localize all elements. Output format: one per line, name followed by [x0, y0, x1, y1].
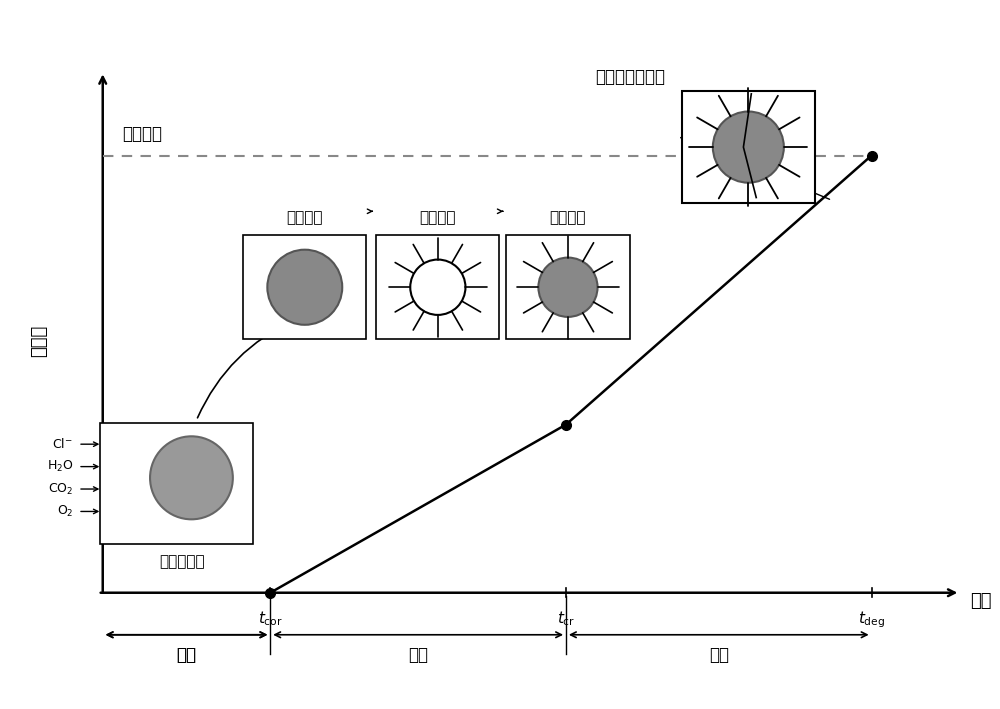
Bar — [506, 235, 630, 339]
Bar — [243, 235, 366, 339]
Text: $t_{\mathrm{deg}}$: $t_{\mathrm{deg}}$ — [858, 610, 885, 630]
Text: O$_2$: O$_2$ — [57, 504, 73, 519]
Text: 脉頓、起锈: 脉頓、起锈 — [159, 554, 204, 569]
Text: 安全度不可接受: 安全度不可接受 — [596, 68, 666, 86]
Ellipse shape — [410, 259, 465, 315]
Text: 自由膨胀: 自由膨胀 — [287, 211, 323, 225]
Text: CO$_2$: CO$_2$ — [48, 481, 73, 496]
Bar — [100, 423, 253, 544]
Text: 时间: 时间 — [970, 592, 992, 610]
Text: 退化: 退化 — [709, 646, 729, 664]
Text: Cl$^{-}$: Cl$^{-}$ — [52, 437, 73, 451]
Text: 锈胀起裂: 锈胀起裂 — [550, 211, 586, 225]
Bar — [682, 91, 815, 203]
Text: H$_2$O: H$_2$O — [47, 459, 73, 474]
Text: 起锈: 起锈 — [177, 646, 197, 664]
Text: 起裂: 起裂 — [408, 646, 428, 664]
Ellipse shape — [538, 257, 598, 317]
Text: $t_{\mathrm{cor}}$: $t_{\mathrm{cor}}$ — [258, 610, 283, 628]
Text: 锈蚀量: 锈蚀量 — [30, 324, 48, 357]
Ellipse shape — [150, 436, 233, 519]
Text: 起锈: 起锈 — [177, 646, 197, 664]
Bar — [376, 235, 499, 339]
Ellipse shape — [713, 111, 784, 183]
Text: $t_{\mathrm{cr}}$: $t_{\mathrm{cr}}$ — [557, 610, 575, 628]
Text: 应力产生: 应力产生 — [420, 211, 456, 225]
Text: 可接受度: 可接受度 — [122, 125, 162, 143]
Ellipse shape — [267, 250, 342, 325]
